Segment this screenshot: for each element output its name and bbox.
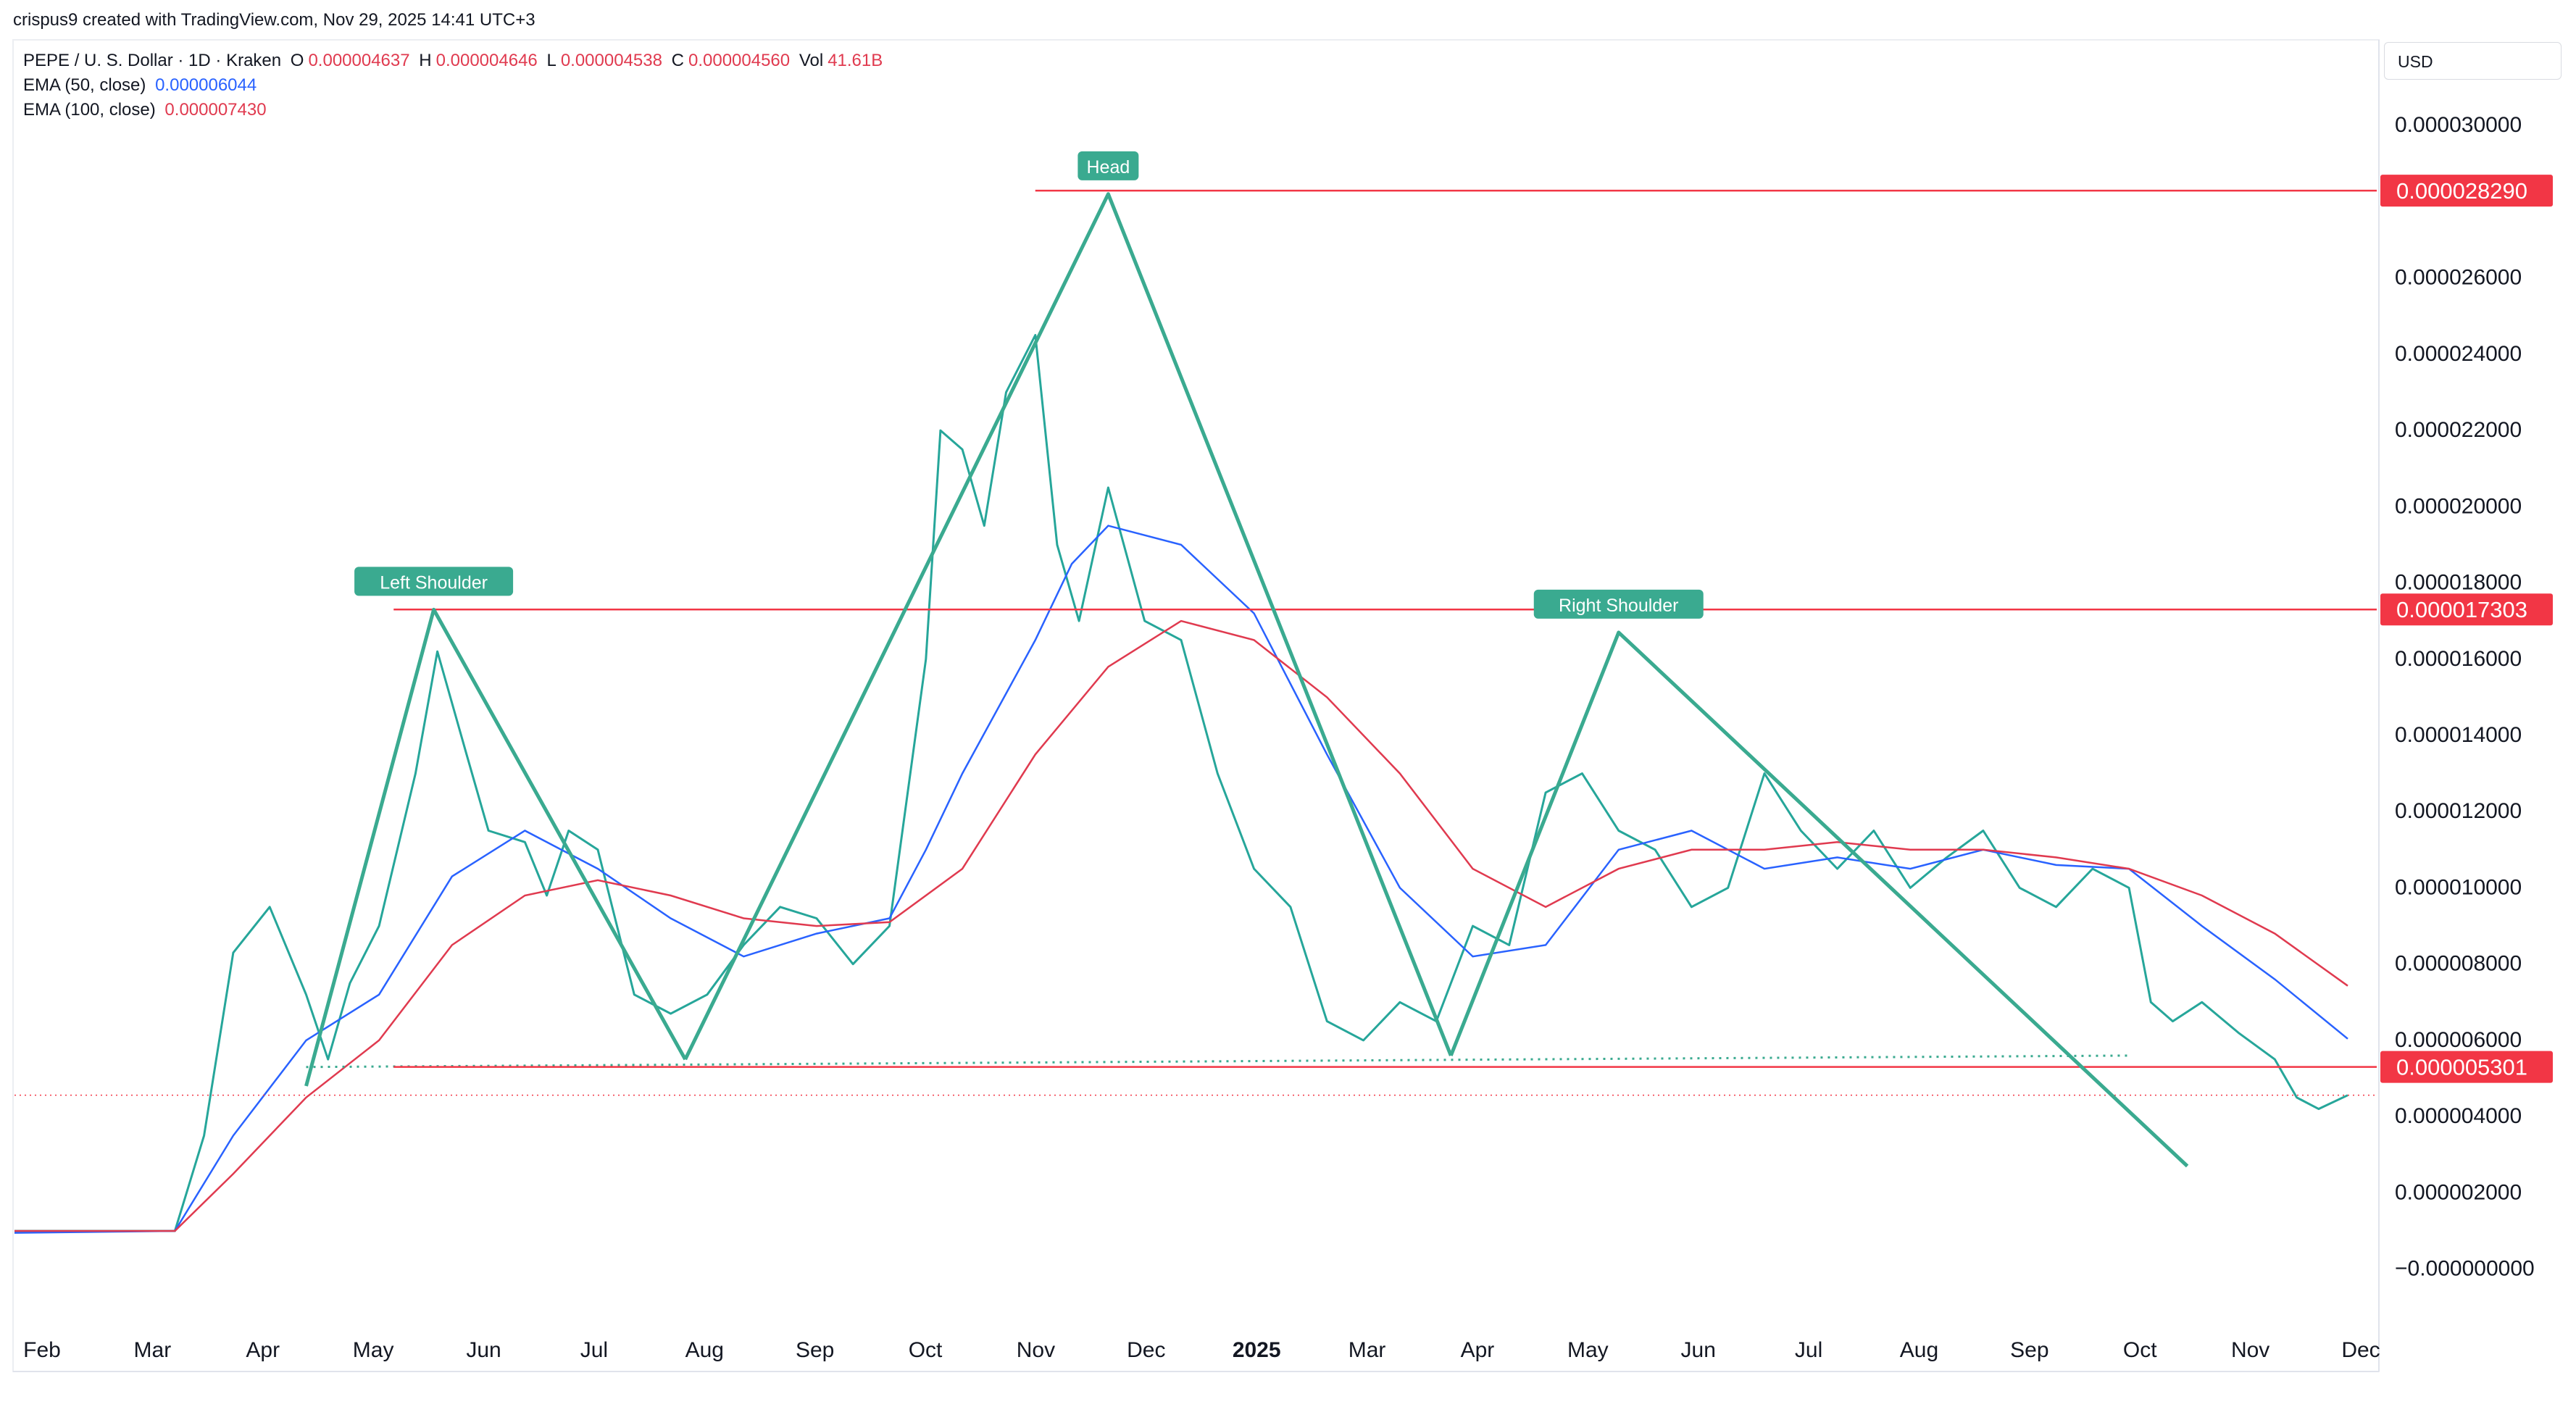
currency-selector[interactable]: USD <box>2384 42 2562 80</box>
x-tick-label: Nov <box>1017 1338 1055 1362</box>
pattern-annotation-label: Right Shoulder <box>1559 596 1678 616</box>
y-tick-label: 0.000030000 <box>2395 113 2522 137</box>
y-tick-label: 0.000004000 <box>2395 1104 2522 1128</box>
level-price-label: 0.000017303 <box>2396 597 2527 622</box>
level-price-tag <box>2380 175 2553 207</box>
x-tick-label: Oct <box>909 1338 943 1362</box>
y-tick-label: 0.000008000 <box>2395 952 2522 976</box>
ema100-value: 0.000007430 <box>164 100 267 120</box>
y-tick-label: 0.000024000 <box>2395 342 2522 366</box>
y-tick-label: 0.000020000 <box>2395 494 2522 518</box>
level-price-label: 0.000028290 <box>2396 178 2527 204</box>
x-tick-label: Sep <box>2010 1338 2048 1362</box>
x-tick-label: May <box>353 1338 394 1362</box>
x-tick-label: Jun <box>1681 1338 1716 1362</box>
x-tick-label: Feb <box>23 1338 61 1362</box>
ema50-value: 0.000006044 <box>155 75 257 95</box>
neckline-dotted <box>306 1054 2130 1069</box>
chart-credit: crispus9 created with TradingView.com, N… <box>13 10 535 30</box>
y-tick-label: 0.000026000 <box>2395 266 2522 290</box>
ema100-legend[interactable]: EMA (100, close) 0.000007430 <box>23 100 271 120</box>
pattern-annotation-bg <box>354 567 514 596</box>
pattern-annotation-bg <box>1533 589 1704 619</box>
x-tick-label: 2025 <box>1233 1338 1281 1362</box>
y-tick-label: 0.000016000 <box>2395 647 2522 671</box>
ema50-label: EMA (50, close) <box>23 75 146 95</box>
x-tick-label: Nov <box>2231 1338 2269 1362</box>
ema50-line <box>14 525 2348 1234</box>
volume-value: 41.61B <box>828 51 883 70</box>
y-tick-label: 0.000022000 <box>2395 418 2522 442</box>
x-tick-label: Dec <box>1127 1338 1165 1362</box>
ohlc-close-value: 0.000004560 <box>688 51 791 70</box>
y-tick-label: 0.000012000 <box>2395 799 2522 823</box>
symbol-label[interactable]: PEPE / U. S. Dollar · 1D · Kraken <box>23 51 282 70</box>
x-tick-label: Aug <box>685 1338 724 1362</box>
symbol-ohlc-row: PEPE / U. S. Dollar · 1D · Kraken O 0.000… <box>23 51 887 71</box>
ohlc-high-value: 0.000004646 <box>435 51 538 70</box>
x-tick-label: Apr <box>246 1338 280 1362</box>
ohlc-low-label: L <box>546 51 557 70</box>
ema50-legend[interactable]: EMA (50, close) 0.000006044 <box>23 75 261 96</box>
pattern-line <box>304 607 687 1087</box>
ohlc-open-value: 0.000004637 <box>308 51 410 70</box>
level-price-tag <box>2380 1051 2553 1083</box>
ohlc-close-label: C <box>671 51 684 70</box>
level-price-tag <box>2380 593 2553 626</box>
x-tick-label: Sep <box>796 1338 834 1362</box>
ohlc-open-label: O <box>290 51 304 70</box>
y-tick-label: 0.000010000 <box>2395 875 2522 899</box>
level-price-label: 0.000005301 <box>2396 1055 2527 1080</box>
x-tick-label: Jul <box>1795 1338 1822 1362</box>
price-series-line <box>14 334 2348 1232</box>
x-tick-label: Aug <box>1900 1338 1938 1362</box>
pattern-annotation-bg <box>1077 151 1139 180</box>
pattern-line <box>1449 630 2189 1168</box>
ema100-line <box>14 619 2348 1232</box>
y-tick-label: 0.000018000 <box>2395 571 2522 595</box>
x-tick-label: Mar <box>1349 1338 1386 1362</box>
pattern-annotation-label: Head <box>1086 157 1130 178</box>
y-tick-label: −0.000000000 <box>2395 1257 2535 1281</box>
x-tick-label: Apr <box>1461 1338 1495 1362</box>
volume-label: Vol <box>799 51 824 70</box>
x-tick-label: Mar <box>134 1338 172 1362</box>
x-tick-label: Jul <box>580 1338 608 1362</box>
x-tick-label: May <box>1567 1338 1609 1362</box>
y-tick-label: 0.000006000 <box>2395 1028 2522 1052</box>
ohlc-low-value: 0.000004538 <box>560 51 662 70</box>
pattern-annotation-label: Left Shoulder <box>380 572 488 593</box>
y-tick-label: 0.000014000 <box>2395 723 2522 747</box>
plot-frame <box>12 39 2380 1372</box>
ohlc-high-label: H <box>419 51 432 70</box>
x-tick-label: Jun <box>466 1338 501 1362</box>
x-tick-label: Dec <box>2341 1338 2380 1362</box>
ema100-label: EMA (100, close) <box>23 100 156 120</box>
x-tick-label: Oct <box>2123 1338 2157 1362</box>
pattern-line <box>683 192 1453 1061</box>
y-tick-label: 0.000002000 <box>2395 1180 2522 1204</box>
